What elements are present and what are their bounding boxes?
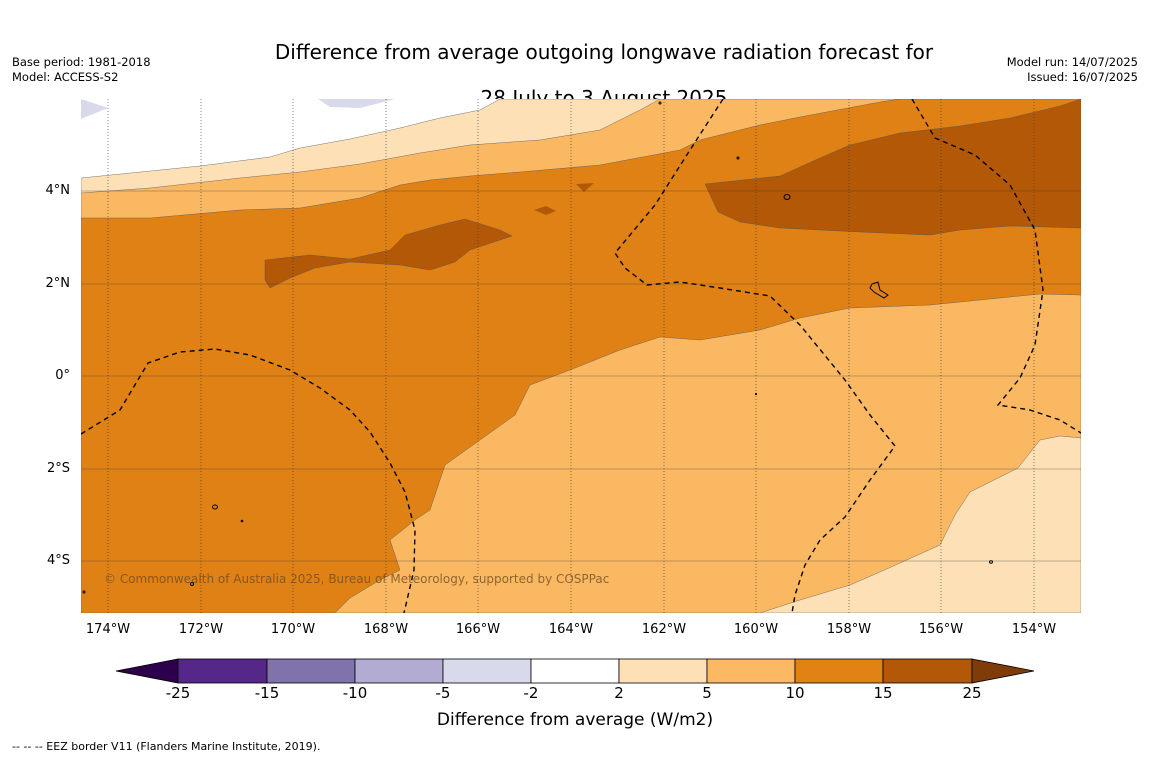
colorbar-seg-6	[618, 658, 708, 684]
base-period: Base period: 1981-2018	[12, 55, 151, 69]
lon-label-164w: 164°W	[548, 622, 594, 637]
colorbar-tick-5: 5	[702, 684, 712, 702]
lat-label-4s: 4°S	[46, 553, 70, 568]
island-4	[240, 519, 244, 523]
island-5	[190, 582, 194, 586]
island-6	[736, 156, 740, 160]
colorbar-extend-high	[971, 658, 1035, 684]
colorbar-seg-4	[442, 658, 532, 684]
lat-label-0: 0°	[55, 368, 70, 383]
colorbar-tick-m10: -10	[342, 684, 368, 702]
contour-lavender-north	[318, 99, 395, 108]
contour-15-25-central	[264, 218, 513, 289]
colorbar-tick-10: 10	[785, 684, 805, 702]
island-1	[783, 194, 791, 200]
base-info: Base period: 1981-2018 Model: ACCESS-S2	[12, 55, 151, 85]
lon-label-174w: 174°W	[85, 622, 131, 637]
contour-15-25-small-1	[534, 206, 556, 215]
lat-label-4n: 4°N	[45, 183, 71, 198]
lat-label-2n: 2°N	[45, 276, 71, 291]
lon-label-170w: 170°W	[270, 622, 316, 637]
island-3	[212, 504, 218, 510]
island-2	[869, 281, 889, 299]
copyright-notice: © Commonwealth of Australia 2025, Bureau…	[104, 572, 610, 586]
colorbar-tick-m15: -15	[254, 684, 280, 702]
colorbar-seg-5	[530, 658, 620, 684]
model-name: Model: ACCESS-S2	[12, 70, 119, 84]
contour-15-25-small-2	[576, 183, 594, 192]
island-7	[658, 101, 662, 105]
colorbar-title: Difference from average (W/m2)	[436, 710, 714, 730]
eez-border-west	[81, 348, 416, 613]
colorbar-seg-2	[266, 658, 356, 684]
colorbar-tick-m25: -25	[165, 684, 191, 702]
lon-label-162w: 162°W	[641, 622, 687, 637]
lat-label-2s: 2°S	[46, 461, 70, 476]
colorbar-seg-8	[794, 658, 884, 684]
eez-borders	[81, 99, 1081, 613]
colorbar-tick-15: 15	[873, 684, 893, 702]
islands	[82, 101, 993, 594]
lon-label-172w: 172°W	[178, 622, 224, 637]
contour-light-bottom-right	[759, 435, 1081, 613]
eez-footnote: -- -- -- EEZ border V11 (Flanders Marine…	[12, 740, 321, 753]
eez-border-east	[911, 99, 1081, 434]
map-contours	[81, 99, 1081, 613]
colorbar-extend-low	[115, 658, 179, 684]
lon-label-160w: 160°W	[733, 622, 779, 637]
island-9	[989, 560, 993, 564]
island-10	[82, 590, 86, 594]
island-8	[754, 392, 758, 396]
colorbar-seg-7	[706, 658, 796, 684]
lon-label-158w: 158°W	[826, 622, 872, 637]
lon-label-168w: 168°W	[363, 622, 409, 637]
latitude-grid	[81, 190, 1081, 562]
lon-label-166w: 166°W	[455, 622, 501, 637]
contour-15-25-northeast	[704, 99, 1081, 236]
colorbar-tick-m5: -5	[435, 684, 451, 702]
colorbar-seg-3	[354, 658, 444, 684]
eez-border-central	[614, 99, 896, 613]
map-title-line1: Difference from average outgoing longwav…	[274, 40, 934, 64]
colorbar-tick-25: 25	[962, 684, 982, 702]
colorbar-tick-2: 2	[614, 684, 624, 702]
issued-date: Issued: 16/07/2025	[1027, 70, 1138, 84]
contour-lavender-west	[81, 99, 108, 119]
model-run: Model run: 14/07/2025	[1006, 55, 1138, 69]
colorbar-seg-1	[177, 658, 268, 684]
colorbar-tick-m2: -2	[523, 684, 539, 702]
run-info: Model run: 14/07/2025 Issued: 16/07/2025	[1007, 55, 1138, 85]
lon-label-156w: 156°W	[918, 622, 964, 637]
colorbar	[115, 658, 1035, 684]
colorbar-seg-9	[882, 658, 973, 684]
lon-label-154w: 154°W	[1011, 622, 1057, 637]
